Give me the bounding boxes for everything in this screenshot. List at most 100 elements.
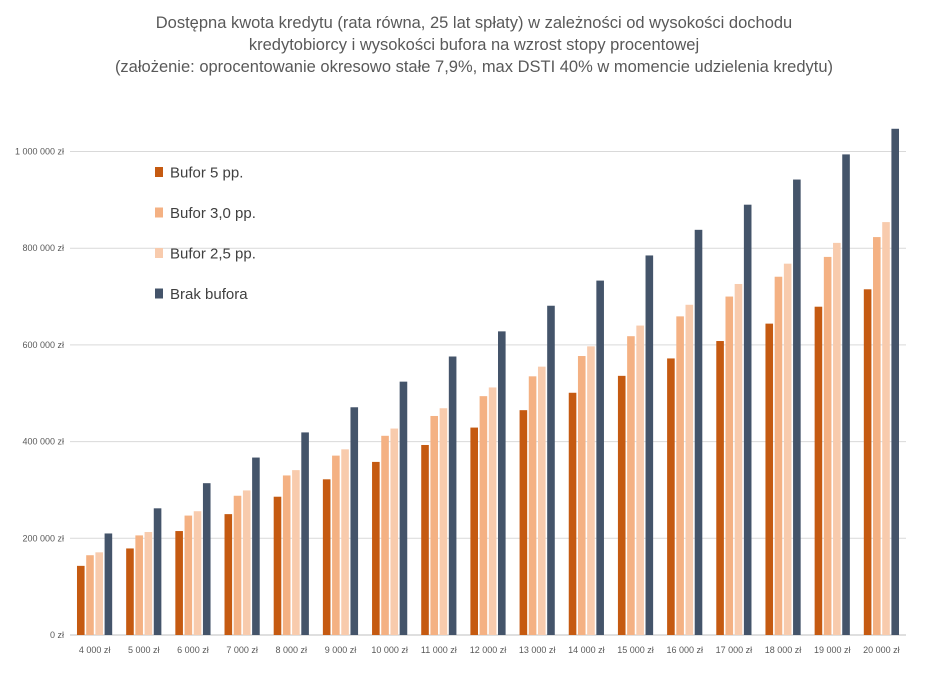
bar: [184, 515, 193, 635]
bar: [448, 356, 457, 635]
bar: [292, 470, 300, 635]
bar: [577, 356, 586, 635]
bar: [617, 375, 626, 635]
bar: [627, 336, 635, 635]
bar: [685, 304, 694, 635]
bars: [76, 128, 900, 635]
y-tick-label: 600 000 zł: [22, 340, 64, 350]
x-tick-label: 16 000 zł: [666, 645, 703, 655]
x-tick-label: 11 000 zł: [421, 645, 457, 655]
x-tick-label: 15 000 zł: [617, 645, 654, 655]
legend-swatch: [155, 167, 163, 177]
x-axis-tick-labels: 4 000 zł 5 000 zł 6 000 zł 7 000 zł 8 000 zł…: [79, 645, 900, 655]
bar: [95, 552, 103, 635]
bar: [273, 496, 282, 635]
bar: [202, 483, 211, 635]
legend-label: Bufor 5 pp.: [170, 165, 243, 182]
bar: [765, 323, 774, 635]
chart-title-line-2: kredytobiorcy i wysokości bufora na wzro…: [248, 36, 700, 54]
bar: [734, 283, 743, 635]
x-tick-label: 18 000 zł: [765, 645, 802, 655]
bar: [537, 366, 546, 635]
x-tick-label: 5 000 zł: [128, 645, 160, 655]
bar: [587, 346, 595, 635]
bar: [153, 508, 162, 635]
bar: [783, 263, 792, 635]
bar: [873, 237, 881, 635]
legend-label: Brak bufora: [170, 286, 248, 303]
bar: [547, 305, 555, 635]
bar: [891, 128, 900, 635]
bar: [301, 432, 309, 635]
bar: [833, 242, 841, 635]
bar: [568, 392, 577, 635]
legend: Bufor 5 pp. Bufor 3,0 pp. Bufor 2,5 pp. Bra…: [155, 165, 256, 303]
x-tick-label: 19 000 zł: [814, 645, 851, 655]
bar: [350, 407, 359, 635]
bar: [863, 289, 872, 635]
bar: [479, 396, 488, 635]
bar: [135, 535, 143, 635]
y-tick-label: 1 000 000 zł: [15, 147, 64, 157]
bar: [743, 204, 752, 635]
y-tick-label: 800 000 zł: [22, 243, 64, 253]
legend-label: Bufor 3,0 pp.: [170, 205, 256, 222]
bar: [372, 461, 380, 635]
bar: [104, 533, 113, 635]
x-tick-label: 4 000 zł: [79, 645, 111, 655]
x-tick-label: 20 000 zł: [863, 645, 900, 655]
chart-title: Dostępna kwota kredytu (rata równa, 25 l…: [0, 12, 948, 78]
legend-swatch: [155, 288, 163, 299]
bar: [636, 325, 644, 635]
bar: [793, 179, 801, 635]
y-tick-label: 0 zł: [50, 630, 64, 640]
bar: [470, 427, 478, 635]
bar: [332, 455, 340, 635]
bar: [882, 222, 890, 635]
bar: [76, 565, 85, 635]
bar: [421, 444, 429, 635]
y-tick-label: 200 000 zł: [22, 533, 64, 543]
y-axis-tick-labels: 0 zł 200 000 zł 400 000 zł 600 000 zł 800 00…: [15, 147, 64, 641]
bar: [814, 306, 823, 635]
bar: [774, 276, 783, 635]
bar: [242, 490, 251, 635]
x-tick-label: 7 000 zł: [226, 645, 258, 655]
legend-label: Bufor 2,5 pp.: [170, 246, 256, 263]
y-tick-label: 400 000 zł: [22, 437, 64, 447]
bar: [126, 548, 134, 635]
bar: [224, 514, 233, 635]
bar: [390, 428, 399, 635]
x-tick-label: 14 000 zł: [568, 645, 605, 655]
bar: [528, 376, 537, 635]
x-tick-label: 17 000 zł: [716, 645, 753, 655]
bar: [175, 531, 183, 635]
bar: [488, 387, 497, 635]
chart-title-line-3: (założenie: oprocentowanie okresowo stał…: [114, 58, 834, 76]
bar: [439, 408, 448, 635]
bar: [430, 415, 439, 635]
x-tick-label: 9 000 zł: [325, 645, 357, 655]
x-tick-label: 8 000 zł: [276, 645, 308, 655]
x-tick-label: 10 000 zł: [371, 645, 408, 655]
bar: [233, 495, 242, 635]
bar: [716, 341, 724, 635]
bar: [282, 475, 291, 635]
bar: [399, 381, 408, 635]
bar: [381, 435, 389, 635]
bar: [676, 316, 684, 635]
bar: [645, 255, 654, 635]
x-tick-label: 6 000 zł: [177, 645, 209, 655]
bar: [667, 358, 675, 635]
bar: [694, 229, 703, 635]
bar: [725, 296, 734, 635]
bar: [322, 479, 331, 635]
bar: [144, 532, 153, 635]
bar: [193, 511, 202, 635]
bar: [341, 449, 349, 635]
bar: [842, 154, 850, 635]
legend-swatch: [155, 248, 163, 258]
bar: [86, 555, 94, 635]
bar: [596, 280, 604, 635]
